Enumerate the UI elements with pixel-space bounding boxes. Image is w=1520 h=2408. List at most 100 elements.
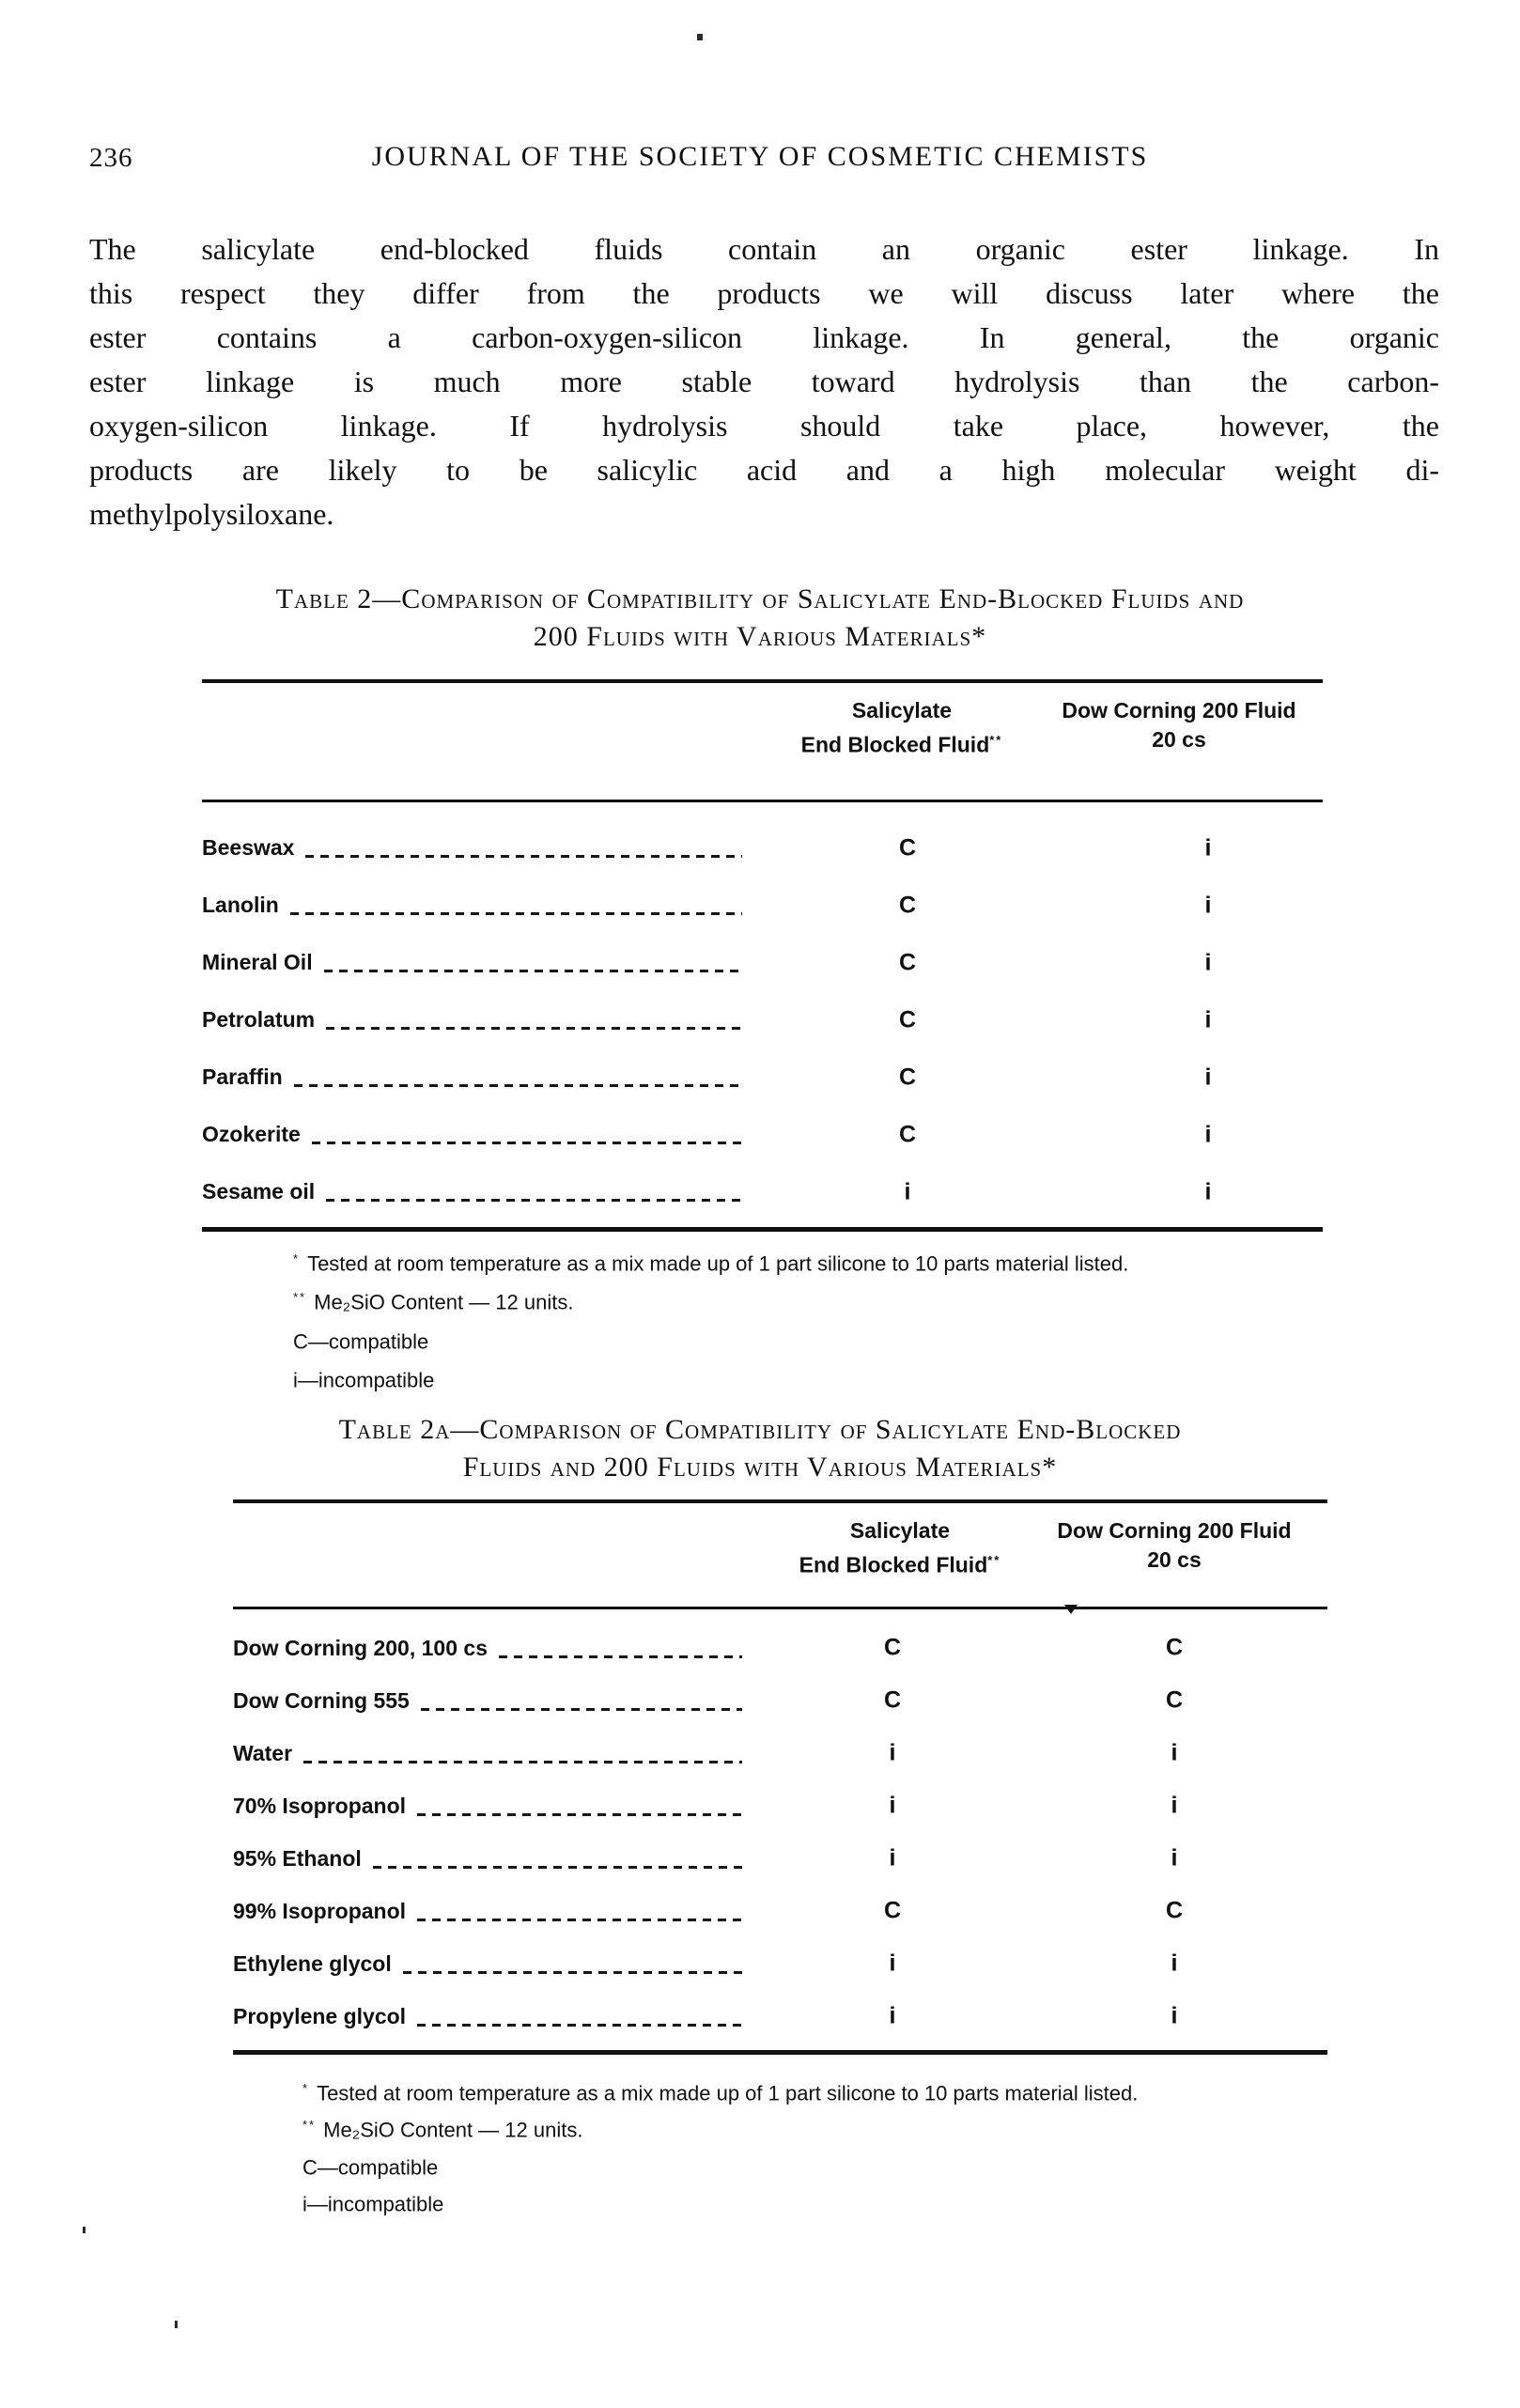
value-dow-corning: i: [1204, 892, 1212, 918]
value-salicylate: C: [898, 1121, 917, 1147]
table2a-header-rule: [233, 1607, 1327, 1609]
row-leader: [303, 1760, 742, 1763]
row-leader: [326, 1199, 742, 1202]
value-dow-corning: i: [1204, 834, 1212, 861]
paragraph-line: ester contains a carbon-oxygen-silicon l…: [89, 320, 1439, 354]
table2a: Salicylate End Blocked Fluid** Dow Corni…: [233, 1499, 1327, 2059]
row-leader: [417, 1812, 742, 1816]
footnote-line: C—compatible: [302, 2147, 1138, 2183]
table-row: Mineral Oil C i: [202, 934, 1323, 991]
value-salicylate: i: [889, 1739, 896, 1766]
row-leader: [326, 1027, 742, 1030]
value-dow-corning: i: [1204, 949, 1212, 975]
table-row: Propylene glycol i i: [233, 1990, 1327, 2043]
row-leader: [293, 1084, 742, 1087]
scan-artifact-dot: [175, 2321, 178, 2328]
footnote-marker: **: [293, 1290, 307, 1305]
row-label: Water: [233, 1740, 293, 1765]
footnote-text: i—incompatible: [293, 1368, 435, 1392]
value-salicylate: C: [898, 834, 917, 861]
scan-artifact-dot: [697, 34, 703, 40]
table-row: Dow Corning 200, 100 cs C C: [233, 1622, 1327, 1674]
footnote-text: Me₂SiO Content — 12 units.: [323, 2118, 583, 2142]
row-label: Paraffin: [202, 1064, 283, 1089]
table-row: 95% Ethanol i i: [233, 1832, 1327, 1885]
paragraph-line: methylpolysiloxane.: [89, 497, 334, 531]
row-leader: [289, 912, 742, 915]
footnote-text: C—compatible: [293, 1328, 429, 1353]
row-label: Petrolatum: [202, 1007, 316, 1032]
row-label: 70% Isopropanol: [233, 1793, 407, 1818]
value-salicylate: i: [889, 2002, 896, 2029]
paragraph-line: ester linkage is much more stable toward…: [89, 365, 1439, 398]
row-label: Beeswax: [202, 835, 295, 860]
page-number: 236: [89, 143, 133, 173]
footnote-text: Tested at room temperature as a mix made…: [307, 1251, 1129, 1276]
footnote-marker: **: [987, 1553, 1001, 1567]
table-row: Dow Corning 555 C C: [233, 1674, 1327, 1727]
value-dow-corning: i: [1171, 1739, 1178, 1766]
table2-footnotes: * Tested at room temperature as a mix mad…: [293, 1242, 1128, 1397]
value-salicylate: C: [883, 1686, 902, 1714]
footnote-text: C—compatible: [302, 2154, 439, 2179]
row-label: 99% Isopropanol: [233, 1898, 407, 1923]
scan-artifact-triangle: [1064, 1605, 1078, 1614]
table2-column-header-dow-corning: Dow Corning 200 Fluid 20 cs: [1062, 698, 1296, 752]
value-salicylate: i: [889, 1844, 896, 1872]
table-row: Paraffin C i: [202, 1049, 1323, 1106]
value-dow-corning: i: [1171, 1950, 1178, 1977]
table-row: Water i i: [233, 1727, 1327, 1779]
table2a-title: Table 2a—Comparison of Compatibility of …: [0, 1411, 1520, 1486]
row-leader: [417, 1918, 742, 1921]
value-dow-corning: i: [1204, 1178, 1212, 1204]
table-row: Sesame oil i i: [202, 1163, 1323, 1220]
value-salicylate: i: [904, 1178, 911, 1204]
value-dow-corning: i: [1204, 1064, 1212, 1090]
footnote-text: Tested at room temperature as a mix made…: [317, 2081, 1139, 2105]
value-salicylate: C: [898, 949, 917, 975]
paragraph-line: The salicylate end-blocked fluids contai…: [89, 232, 1439, 266]
value-dow-corning: C: [1165, 1897, 1184, 1924]
footnote-line: C—compatible: [293, 1320, 1128, 1359]
row-label: Dow Corning 200, 100 cs: [233, 1635, 488, 1660]
footnote-text: Me₂SiO Content — 12 units.: [314, 1290, 574, 1314]
journal-header: JOURNAL OF THE SOCIETY OF COSMETIC CHEMI…: [371, 141, 1149, 172]
table2-title-line2: 200 Fluids with Various Materials*: [533, 621, 987, 652]
footnote-line: * Tested at room temperature as a mix mad…: [293, 1242, 1128, 1281]
paragraph-line: oxygen-silicon linkage. If hydrolysis sh…: [89, 409, 1439, 443]
value-dow-corning: C: [1165, 1686, 1184, 1714]
row-leader: [305, 855, 742, 858]
table2a-column-header-salicylate: Salicylate End Blocked Fluid**: [799, 1518, 1001, 1577]
value-dow-corning: C: [1165, 1634, 1184, 1661]
table2: Salicylate End Blocked Fluid** Dow Corni…: [202, 679, 1323, 1235]
footnote-marker: *: [293, 1251, 301, 1266]
value-salicylate: i: [889, 1792, 896, 1819]
table2a-footnotes: * Tested at room temperature as a mix mad…: [302, 2073, 1138, 2220]
row-label: Sesame oil: [202, 1179, 316, 1204]
footnote-marker: **: [989, 733, 1003, 747]
value-salicylate: i: [889, 1950, 896, 1977]
table2a-column-header-dow-corning: Dow Corning 200 Fluid 20 cs: [1057, 1518, 1292, 1572]
row-label: Dow Corning 555: [233, 1687, 410, 1713]
row-leader: [323, 970, 742, 972]
footnote-line: * Tested at room temperature as a mix mad…: [302, 2073, 1138, 2109]
table-row: Ozokerite C i: [202, 1106, 1323, 1163]
table-row: Lanolin C i: [202, 877, 1323, 934]
table2a-bottom-rule: [233, 2050, 1327, 2055]
value-salicylate: C: [883, 1634, 902, 1661]
table2a-title-line1: Table 2a—Comparison of Compatibility of …: [338, 1414, 1182, 1445]
value-salicylate: C: [898, 1006, 917, 1033]
row-leader: [311, 1142, 742, 1144]
row-label: Propylene glycol: [233, 2003, 407, 2028]
row-leader: [402, 1970, 742, 1974]
table2-header-rule: [202, 800, 1323, 802]
table2a-rows: Dow Corning 200, 100 cs C C Dow Corning …: [233, 1622, 1327, 2043]
table2-top-rule: [202, 679, 1323, 683]
footnote-marker: **: [302, 2118, 317, 2133]
footnote-line: ** Me₂SiO Content — 12 units.: [302, 2109, 1138, 2146]
value-dow-corning: i: [1204, 1121, 1212, 1147]
table2-rows: Beeswax C i Lanolin C i: [202, 819, 1323, 1220]
row-leader: [498, 1655, 742, 1658]
table2-title: Table 2—Comparison of Compatibility of S…: [0, 581, 1520, 656]
row-label: Mineral Oil: [202, 950, 313, 974]
